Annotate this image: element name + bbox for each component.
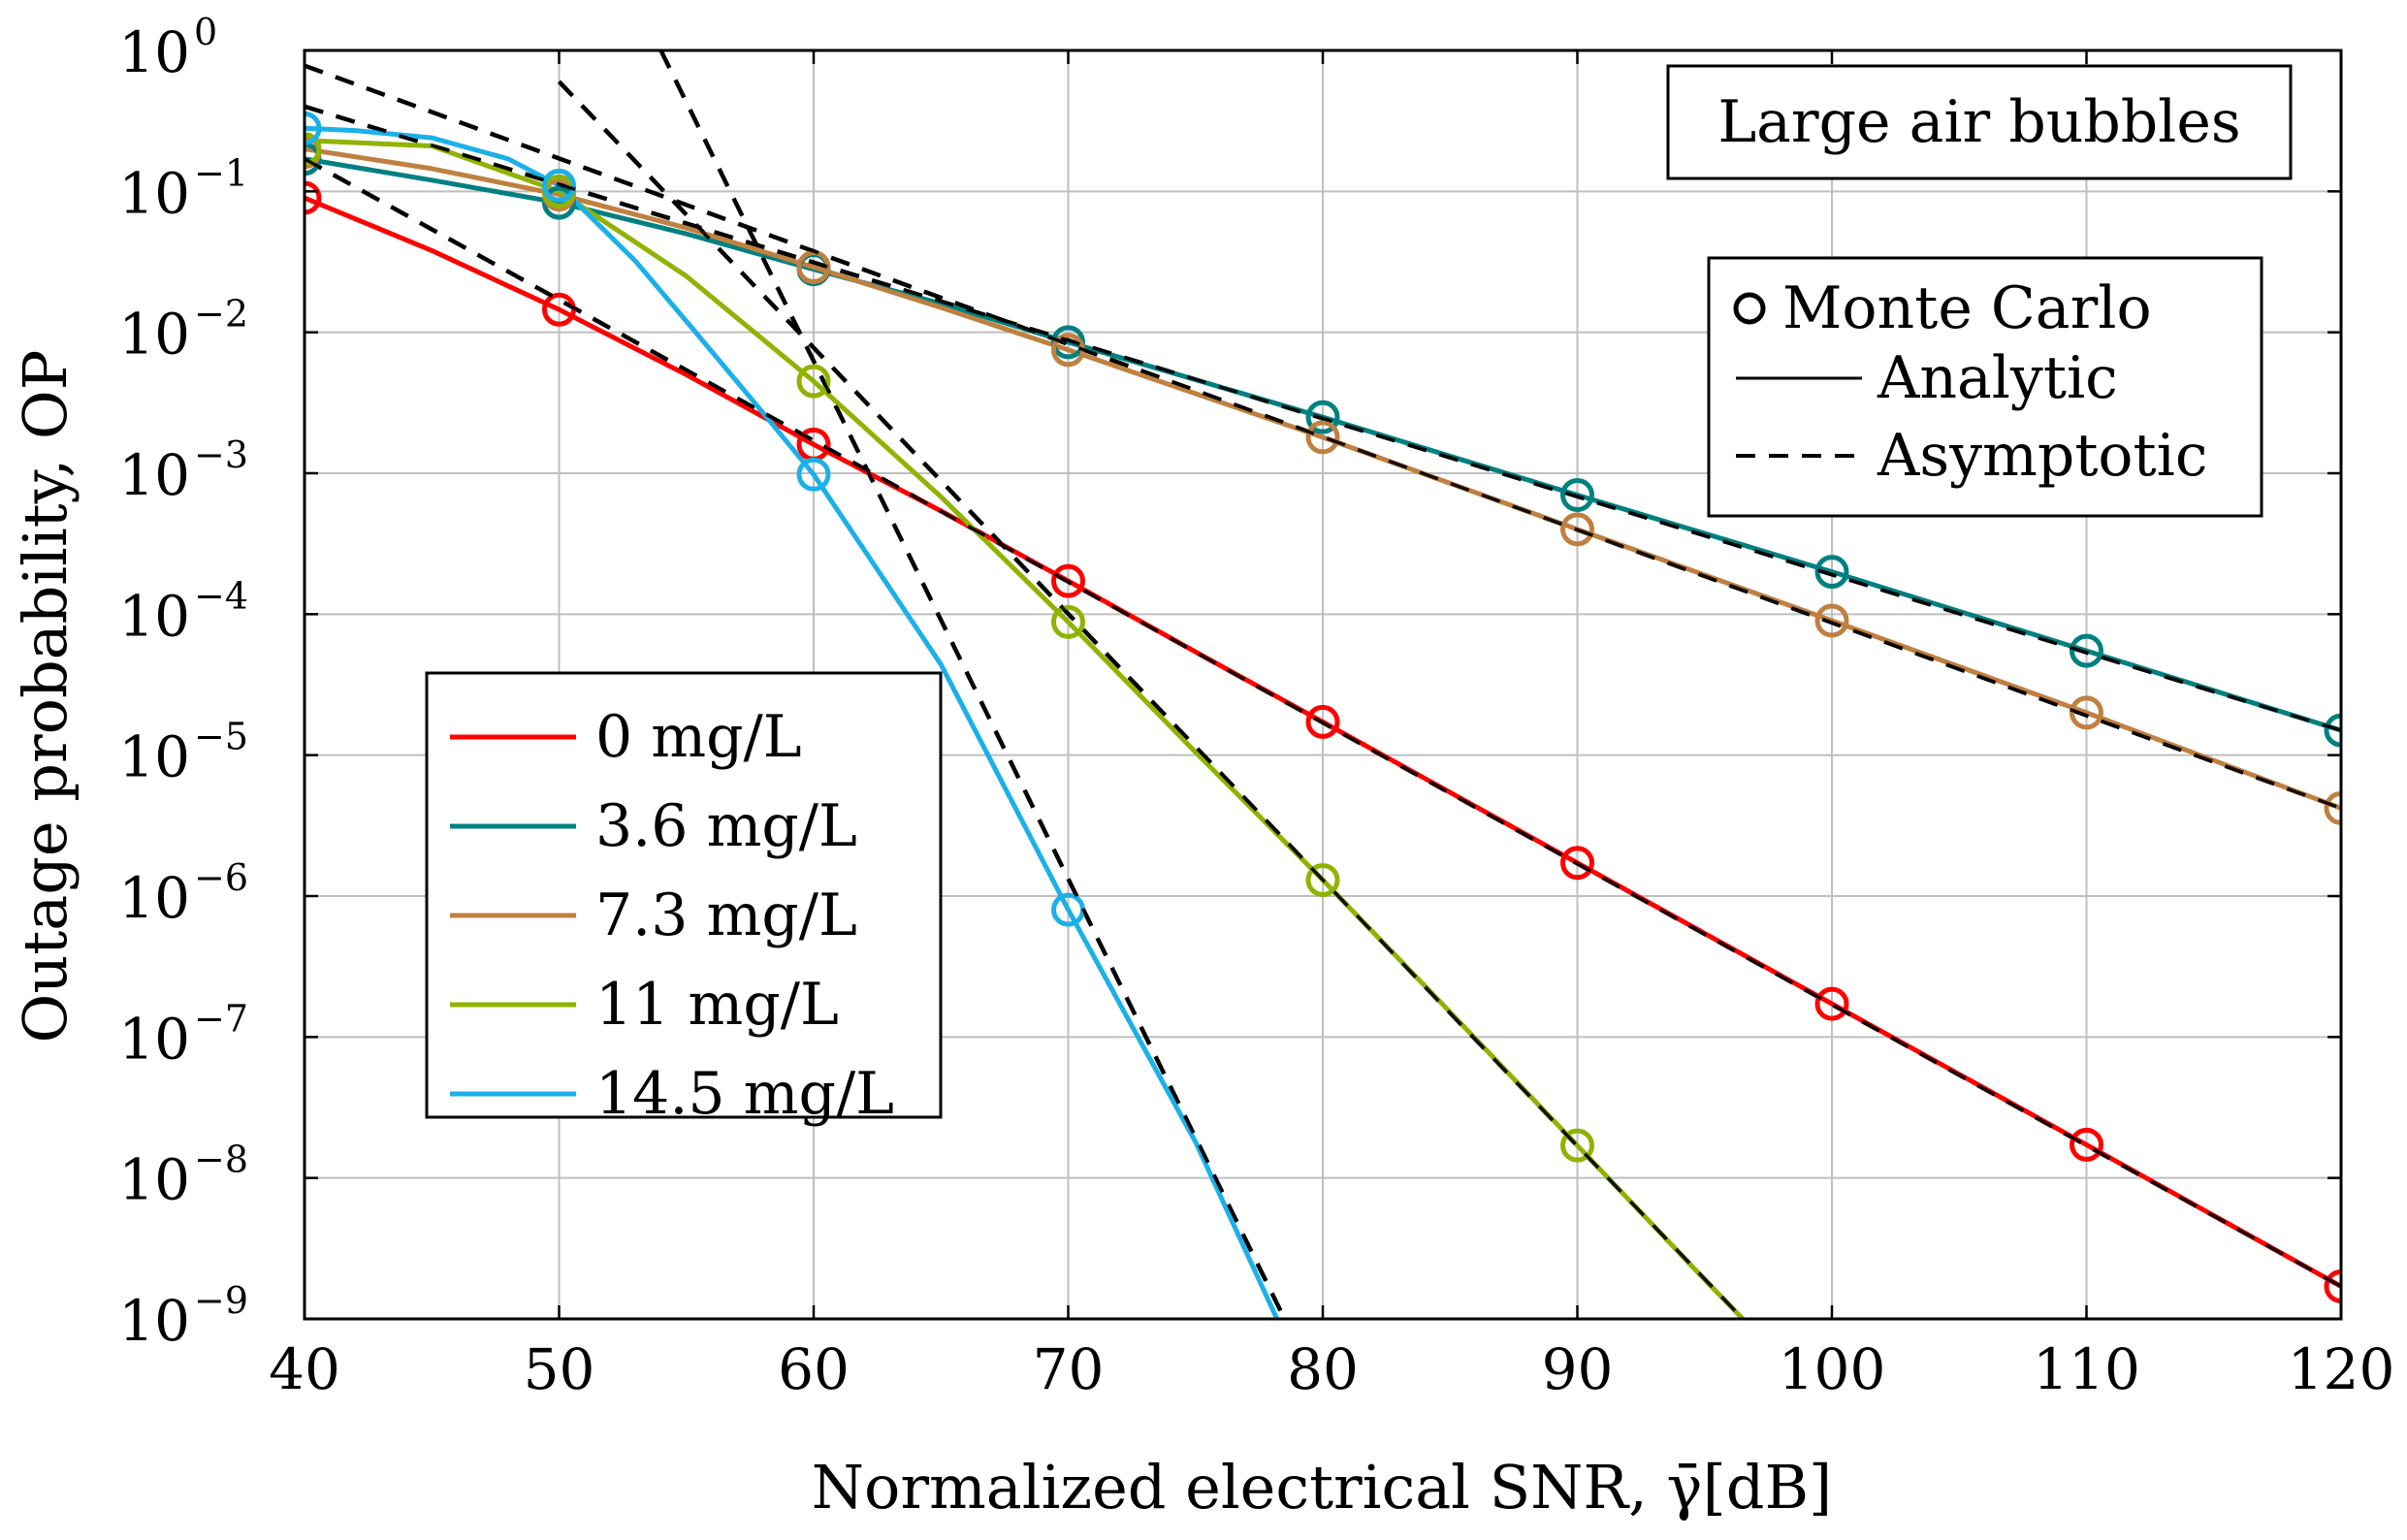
- y-tick-label: 10 −3: [118, 433, 248, 508]
- y-tick-exponent: −6: [194, 856, 248, 899]
- y-tick-base: 10: [118, 19, 190, 85]
- y-tick-base: 10: [118, 442, 190, 508]
- monte-carlo-point-3-6-mg-l: [1814, 555, 1849, 590]
- legend-label-0-mg-l: 0 mg/L: [595, 703, 802, 771]
- x-axis-label: Normalized electrical SNR, γ̄[dB]: [812, 1452, 1832, 1523]
- annotation-box: Large air bubbles: [1666, 64, 2293, 180]
- y-tick-label: 10 0: [118, 11, 217, 85]
- monte-carlo-point-0-mg-l: [1051, 563, 1085, 598]
- y-tick-exponent: −7: [194, 997, 248, 1040]
- y-tick-label: 10 −8: [118, 1139, 248, 1213]
- monte-carlo-point-3-6-mg-l: [2070, 633, 2103, 668]
- legend-label-14-5-mg-l: 14.5 mg/L: [595, 1060, 894, 1128]
- plot-frame: [303, 48, 2343, 1321]
- analytic-curve-14-5-mg-l: [305, 125, 1280, 1319]
- y-tick-label: 10 −5: [118, 716, 248, 790]
- monte-carlo-point-0-mg-l: [1560, 846, 1594, 881]
- y-tick-base: 10: [118, 302, 190, 368]
- monte-carlo-point-7-3-mg-l: [2070, 695, 2103, 730]
- y-tick-exponent: −1: [194, 151, 248, 194]
- monte-carlo-point-11-mg-l: [1560, 1128, 1594, 1163]
- y-axis-label: Outage probability, OP: [10, 350, 80, 1043]
- x-tick-label: 40: [269, 1336, 340, 1402]
- x-tick-labels: 40 50 60 70 80 90 100 110 120: [269, 1336, 2394, 1402]
- monte-carlo-point-3-6-mg-l: [1560, 478, 1594, 513]
- monte-carlo-point-14-5-mg-l: [305, 111, 322, 145]
- legend-monte-carlo-label: Monte Carlo: [1782, 274, 2152, 342]
- y-tick-label: 10 −9: [118, 1279, 248, 1354]
- analytic-curve-11-mg-l: [305, 138, 1746, 1319]
- x-tick-label: 120: [2288, 1336, 2395, 1402]
- legend-asymptotic-label: Asymptotic: [1877, 422, 2207, 490]
- monte-carlo-point-3-6-mg-l: [1305, 400, 1340, 434]
- legend-label-3-6-mg-l: 3.6 mg/L: [595, 792, 857, 860]
- monte-carlo-point-7-3-mg-l: [1305, 420, 1340, 455]
- monte-carlo-point-11-mg-l: [796, 364, 831, 399]
- y-tick-exponent: −3: [194, 433, 248, 476]
- x-tick-label: 90: [1542, 1336, 1614, 1402]
- x-tick-label: 50: [524, 1336, 595, 1402]
- y-tick-exponent: −2: [194, 293, 248, 336]
- monte-carlo-point-11-mg-l: [1305, 862, 1340, 897]
- marker-legend-frame: [1707, 256, 2263, 518]
- x-tick-label: 60: [778, 1336, 850, 1402]
- analytic-curve-3-6-mg-l: [305, 156, 2341, 733]
- x-tick-label: 80: [1287, 1336, 1359, 1402]
- y-tick-base: 10: [118, 1288, 190, 1354]
- monte-carlo-point-0-mg-l: [2070, 1127, 2103, 1162]
- asymptote-overlay-3-6-mg-l: [305, 105, 2341, 732]
- y-tick-exponent: −5: [194, 716, 248, 758]
- series-legend-frame: [425, 671, 943, 1119]
- monte-carlo-point-0-mg-l: [305, 180, 322, 215]
- monte-carlo-point-14-5-mg-l: [542, 168, 576, 203]
- legend-monte-carlo-marker: [1733, 292, 1766, 325]
- y-tick-exponent: −9: [194, 1279, 248, 1322]
- asymptote-overlay-14-5-mg-l: [658, 50, 1287, 1319]
- monte-carlo-point-14-5-mg-l: [796, 457, 831, 492]
- asymptotic-overlay: [305, 50, 2341, 1319]
- y-tick-label: 10 −6: [118, 856, 248, 931]
- x-tick-label: 110: [2033, 1336, 2140, 1402]
- series-legend: 0 mg/L 3.6 mg/L 7.3 mg/L 11 mg/L 14.5 mg/L: [425, 671, 943, 1128]
- y-tick-exponent: 0: [194, 11, 217, 53]
- y-tick-base: 10: [118, 583, 190, 649]
- y-tick-exponent: −4: [194, 574, 248, 617]
- y-tick-base: 10: [118, 865, 190, 931]
- annotation-text: Large air bubbles: [1717, 88, 2240, 156]
- asymptote-overlay-11-mg-l: [558, 80, 1745, 1319]
- x-tick-label: 100: [1779, 1336, 1886, 1402]
- y-tick-label: 10 −4: [118, 574, 248, 649]
- monte-carlo-point-0-mg-l: [1305, 704, 1340, 739]
- monte-carlo-point-7-3-mg-l: [1560, 512, 1594, 547]
- monte-carlo-point-7-3-mg-l: [2324, 790, 2341, 825]
- y-tick-label: 10 −2: [118, 293, 248, 368]
- marker-legend: Monte Carlo Analytic Asymptotic: [1707, 256, 2263, 518]
- monte-carlo-point-11-mg-l: [305, 132, 322, 167]
- y-tick-label: 10 −7: [118, 997, 248, 1072]
- annotation-frame: [1666, 64, 2293, 180]
- y-tick-exponent: −8: [194, 1139, 248, 1181]
- legend-label-7-3-mg-l: 7.3 mg/L: [595, 882, 857, 949]
- legend-analytic-label: Analytic: [1877, 344, 2118, 412]
- monte-carlo-point-7-3-mg-l: [1814, 603, 1849, 638]
- analytic-curve-7-3-mg-l: [305, 146, 2341, 811]
- monte-carlo-point-11-mg-l: [1051, 604, 1085, 639]
- monte-carlo-markers: [305, 111, 2341, 1304]
- asymptote-overlay-0-mg-l: [305, 157, 2341, 1289]
- monte-carlo-point-0-mg-l: [2324, 1269, 2341, 1304]
- y-tick-base: 10: [118, 1006, 190, 1072]
- y-tick-base: 10: [118, 724, 190, 790]
- y-tick-base: 10: [118, 1147, 190, 1213]
- monte-carlo-point-3-6-mg-l: [2324, 713, 2341, 748]
- y-tick-label: 10 −1: [118, 151, 248, 226]
- x-tick-label: 70: [1033, 1336, 1105, 1402]
- y-tick-base: 10: [118, 160, 190, 226]
- legend-label-11-mg-l: 11 mg/L: [595, 971, 839, 1039]
- monte-carlo-point-0-mg-l: [1814, 986, 1849, 1021]
